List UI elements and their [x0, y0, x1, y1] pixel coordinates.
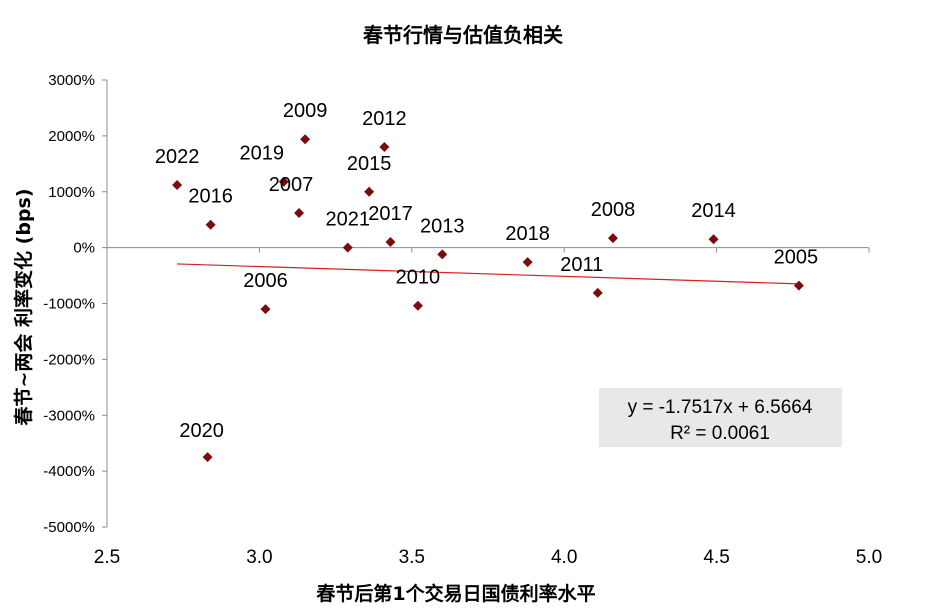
data-point-marker [793, 280, 804, 291]
equation-box-background [599, 388, 842, 447]
data-point-label: 2017 [368, 203, 413, 225]
axes [102, 79, 870, 528]
trendline [177, 263, 799, 285]
data-point-marker [202, 452, 213, 463]
trendline-group [177, 263, 799, 285]
data-point-label: 2015 [347, 153, 392, 175]
y-tick-label: -2000% [43, 351, 95, 368]
data-point-marker [342, 242, 353, 253]
data-point-marker [607, 233, 618, 244]
data-point-marker [592, 287, 603, 298]
data-points [172, 134, 804, 463]
data-point-label: 2010 [396, 267, 441, 289]
data-point-marker [172, 180, 183, 191]
data-point-marker [437, 249, 448, 260]
data-point-label: 2011 [560, 254, 603, 276]
data-point-marker [260, 304, 271, 315]
x-axis-title: 春节后第1个交易日国债利率水平 [316, 582, 595, 605]
data-point-marker [708, 234, 719, 245]
data-point-labels: 2022 2016 2020 2006 2019 2007 2009 2021 2015 2012… [155, 100, 818, 442]
y-tick-label: 3000% [48, 72, 95, 89]
x-tick-label: 2.5 [94, 547, 120, 568]
data-point-marker [300, 134, 311, 145]
data-point-label: 2021 [326, 209, 371, 231]
data-point-label: 2016 [188, 186, 233, 208]
data-point-marker [278, 176, 289, 187]
y-tick-label: 2000% [48, 128, 95, 145]
data-point-marker [205, 219, 216, 230]
data-point-label: 2020 [179, 420, 224, 442]
data-point-marker [385, 237, 396, 248]
y-tick-label: -5000% [43, 519, 95, 536]
trendline-equation: y = -1.7517x + 6.5664 [628, 397, 813, 418]
tick-labels: 3000% 2000% 1000% 0% -1000% -2000% -3000% -4000… [43, 72, 882, 568]
trendline-r-squared: R² = 0.0061 [670, 423, 770, 444]
x-tick-label: 3.5 [399, 547, 425, 568]
x-tick-label: 4.5 [703, 547, 729, 568]
y-tick-label: 1000% [48, 184, 95, 201]
x-tick-label: 3.0 [246, 547, 272, 568]
data-point-marker [294, 207, 305, 218]
y-tick-label: -3000% [43, 407, 95, 424]
data-point-label: 2022 [155, 146, 200, 168]
data-point-marker [522, 257, 533, 268]
data-point-label: 2005 [774, 247, 819, 269]
x-tick-label: 5.0 [856, 547, 882, 568]
y-tick-label: -1000% [43, 296, 95, 313]
data-point-label: 2013 [420, 215, 465, 237]
data-point-label: 2014 [691, 200, 736, 222]
data-point-label: 2019 [240, 143, 285, 165]
y-tick-label: -4000% [43, 463, 95, 480]
data-point-marker [364, 186, 375, 197]
y-tick-label: 0% [73, 240, 95, 257]
data-point-marker [379, 142, 390, 153]
chart-title: 春节行情与估值负相关 [362, 23, 563, 47]
data-point-marker [412, 300, 423, 311]
data-point-label: 2008 [591, 199, 636, 221]
data-point-label: 2006 [243, 270, 288, 292]
data-point-label: 2012 [362, 108, 407, 130]
data-point-label: 2009 [283, 100, 328, 122]
data-point-label: 2018 [505, 223, 550, 245]
data-point-label: 2007 [269, 174, 314, 196]
y-axis-title: 春节~两会 利率变化 (bps) [12, 188, 35, 425]
equation-box: y = -1.7517x + 6.5664 R² = 0.0061 [599, 388, 842, 447]
x-tick-label: 4.0 [551, 547, 577, 568]
